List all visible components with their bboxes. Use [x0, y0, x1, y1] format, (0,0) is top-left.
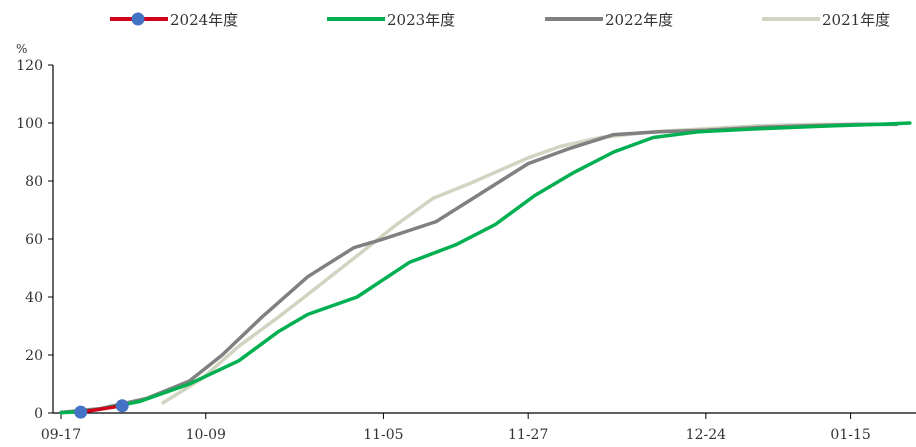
x-tick-label: 10-09	[186, 427, 226, 443]
x-tick-label: 09-17	[41, 427, 81, 443]
legend-label: 2022年度	[605, 11, 673, 29]
x-axis: 09-17 10-09 11-05 11-27 12-24 01-15	[41, 412, 916, 443]
legend-marker-2024年度	[131, 12, 145, 26]
x-tick-label: 01-15	[830, 427, 870, 443]
legend-label: 2024年度	[170, 11, 238, 29]
legend: 2024年度 2023年度 2022年度 2021年度	[110, 11, 890, 29]
y-tick-label: 120	[16, 58, 43, 74]
y-tick-label: 20	[25, 348, 43, 364]
series-line-2024年度	[78, 404, 124, 414]
series-layer	[59, 121, 912, 419]
x-tick-label: 12-24	[686, 427, 726, 443]
series-line-2023年度	[59, 121, 912, 415]
series-line-2022年度	[59, 122, 899, 415]
series-point-2024年度	[115, 399, 129, 413]
legend-label: 2023年度	[387, 11, 455, 29]
y-axis: 0 20 40 60 80 100 120	[16, 58, 54, 422]
x-tick-label: 11-05	[363, 427, 403, 443]
y-tick-label: 80	[25, 174, 43, 190]
y-axis-unit-label: %	[16, 42, 27, 56]
x-tick-label: 11-27	[508, 427, 548, 443]
series-point-2024年度	[74, 405, 88, 419]
y-tick-label: 40	[25, 290, 43, 306]
legend-label: 2021年度	[822, 11, 890, 29]
y-tick-label: 100	[16, 116, 43, 132]
y-tick-label: 60	[25, 232, 43, 248]
y-tick-label: 0	[34, 406, 43, 422]
